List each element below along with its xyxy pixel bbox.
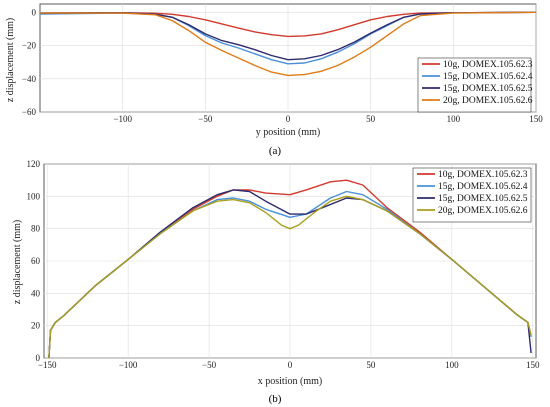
legend-entry-label: 15g, DOMEX.105.62.4: [443, 72, 533, 82]
panel-b-series-lines: [48, 179, 532, 359]
panel-a-x-axis-label: y position (mm): [256, 127, 320, 138]
panel-b-y-axis-label: z displacement (mm): [12, 220, 23, 304]
y-tick-label: 120: [27, 159, 41, 169]
y-tick-label: −40: [22, 74, 37, 84]
y-tick-label: 0: [32, 7, 37, 17]
legend-entry-label: 15g, DOMEX.105.62.4: [438, 182, 528, 192]
y-tick-label: 80: [31, 224, 41, 234]
y-tick-label: 40: [31, 288, 41, 298]
series-line-3: [39, 11, 537, 61]
panel-a-y-axis-label: z displacement (mm): [5, 18, 16, 102]
x-tick-label: 50: [366, 360, 376, 370]
x-tick-label: 50: [366, 114, 376, 124]
x-tick-label: −100: [113, 114, 132, 124]
x-tick-label: 0: [286, 114, 291, 124]
x-tick-label: 0: [288, 360, 293, 370]
series-line-4: [40, 11, 537, 77]
legend-entry-label: 20g, DOMEX.105.62.6: [443, 96, 533, 106]
legend-entry-label: 10g, DOMEX.105.62.3: [443, 60, 533, 70]
x-tick-label: 150: [526, 360, 540, 370]
series-line-4: [48, 195, 532, 359]
legend-entry-label: 15g, DOMEX.105.62.5: [443, 84, 533, 94]
y-tick-label: 0: [36, 353, 41, 363]
panel-b: −150 −100 −50 0 50 100 150 0 20 40 60 80 100 120 x po…: [12, 159, 540, 405]
panel-b-x-axis-label: x position (mm): [258, 376, 322, 387]
y-tick-label: −20: [22, 41, 37, 51]
x-tick-label: 100: [447, 114, 461, 124]
panel-a-tick-labels: −100 −50 0 50 100 150 0 −20 −40 −60: [22, 7, 543, 124]
panel-a-series-lines: [39, 11, 537, 77]
legend-box: [417, 57, 532, 113]
panel-b-caption: (b): [269, 393, 282, 405]
y-tick-label: 100: [27, 191, 41, 201]
panel-a-caption: (a): [269, 145, 282, 157]
x-tick-label: −150: [38, 360, 57, 370]
panel-b-tick-labels: −150 −100 −50 0 50 100 150 0 20 40 60 80 100 120: [27, 159, 541, 370]
x-tick-label: 100: [445, 360, 459, 370]
series-line-1: [39, 11, 537, 38]
legend-entry-label: 20g, DOMEX.105.62.6: [438, 206, 528, 216]
y-tick-label: 20: [31, 321, 41, 331]
y-tick-label: 60: [31, 256, 41, 266]
panel-a: −100 −50 0 50 100 150 0 −20 −40 −60 y position (m…: [5, 3, 543, 157]
legend-box: [412, 167, 532, 223]
y-tick-label: −60: [22, 107, 37, 117]
panel-b-legend: 10g, DOMEX.105.62.3 15g, DOMEX.105.62.4 15…: [412, 167, 532, 223]
legend-entry-label: 15g, DOMEX.105.62.5: [438, 194, 528, 204]
x-tick-label: −50: [198, 114, 213, 124]
x-tick-label: 150: [529, 114, 543, 124]
panel-a-legend: 10g, DOMEX.105.62.3 15g, DOMEX.105.62.4 15…: [417, 57, 533, 113]
legend-entry-label: 10g, DOMEX.105.62.3: [438, 170, 528, 180]
x-tick-label: −100: [119, 360, 138, 370]
x-tick-label: −50: [202, 360, 217, 370]
